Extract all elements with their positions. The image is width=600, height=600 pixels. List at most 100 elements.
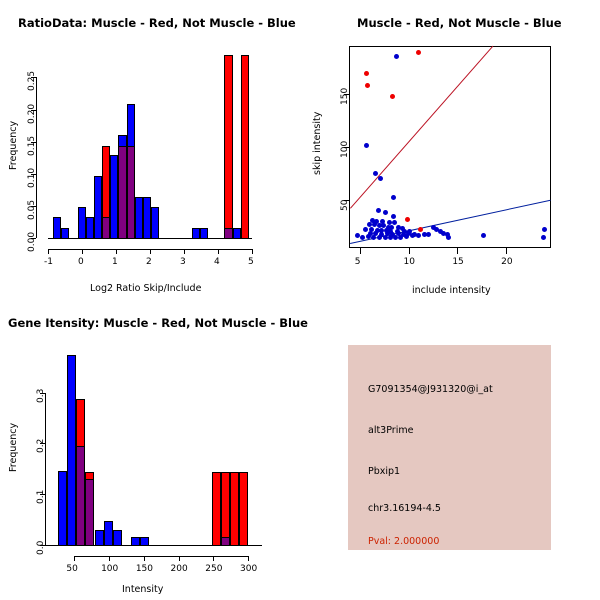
histogram-bar [134, 196, 143, 239]
scatter-point [411, 231, 417, 237]
gene-y-tick [40, 545, 45, 546]
scatter-point [367, 230, 373, 236]
gene-x-tick-label: 250 [205, 564, 223, 574]
intensity-scatter-panel: Muscle - Red, Not Muscle - Blue skip int… [300, 0, 600, 300]
ratio-x-tick [150, 249, 151, 254]
ratio-histogram-ylabel: Frequency [8, 120, 19, 170]
ratio-x-tick [82, 249, 83, 254]
histogram-bar [199, 228, 209, 239]
histogram-bar [53, 217, 62, 239]
scatter-point [394, 53, 400, 59]
histogram-bar [77, 207, 86, 239]
scatter-point [406, 230, 412, 236]
gene-intensity-panel: Gene Itensity: Muscle - Red, Not Muscle … [0, 300, 308, 600]
ratio-y-tick [31, 109, 36, 111]
scatter-point [390, 231, 396, 237]
scatter-point [383, 227, 389, 233]
gene-x-tick-label: 100 [101, 564, 119, 574]
ratio-x-tick-label: 2 [146, 257, 152, 267]
gene-x-tick [178, 556, 180, 561]
scatter-point [446, 235, 452, 241]
scatter-y-tick-label: 150 [340, 88, 350, 106]
scatter-point [373, 219, 379, 225]
histogram-bar-overlap [126, 146, 135, 239]
intensity-scatter-ylabel: skip intensity [312, 111, 323, 175]
histogram-bar [220, 472, 230, 546]
ratio-x-tick-label: -1 [44, 257, 53, 267]
ratio-histogram-panel: RatioData: Muscle - Red, Not Muscle - Bl… [0, 0, 300, 300]
ratio-x-tick-label: 1 [112, 257, 118, 267]
scatter-y-tick [344, 199, 350, 201]
gene-y-tick [40, 392, 45, 394]
scatter-y-tick [344, 94, 350, 96]
scatter-point [366, 233, 372, 239]
scatter-point [360, 235, 366, 241]
scatter-point [378, 227, 384, 233]
ratio-y-tick-label: 0.20 [27, 103, 37, 124]
histogram-bar [224, 55, 233, 239]
scatter-point [405, 217, 411, 223]
scatter-point [390, 93, 396, 99]
scatter-point [377, 176, 383, 182]
scatter-point [401, 231, 407, 237]
ratio-y-tick-label: 0.10 [27, 167, 37, 188]
scatter-point [367, 222, 372, 228]
scatter-point [364, 70, 370, 76]
scatter-point [540, 235, 546, 241]
gene-x-tick-label: 200 [170, 564, 188, 574]
scatter-point [388, 235, 394, 241]
ratio-x-tick [218, 249, 219, 254]
scatter-point [386, 220, 392, 226]
ratio-y-axis-spine [36, 77, 37, 238]
ratio-y-tick [31, 77, 36, 79]
scatter-point [415, 49, 421, 55]
scatter-point [355, 232, 361, 238]
ratio-histogram-xlabel: Log2 Ratio Skip/Include [90, 283, 202, 294]
gene-y-tick-label: 0.1 [36, 489, 46, 505]
scatter-x-tick-label: 15 [452, 257, 464, 267]
scatter-point [368, 226, 374, 232]
ratio-y-tick [31, 141, 36, 143]
ratio-x-tick-label: 5 [248, 257, 254, 267]
scatter-point [431, 224, 437, 230]
histogram-bar [151, 207, 160, 239]
histogram-bar [67, 354, 77, 546]
ratio-x-tick [252, 249, 253, 254]
scatter-point [402, 228, 408, 234]
ratio-x-tick [184, 249, 185, 254]
gene-x-tick [248, 556, 249, 561]
ratio-y-tick-label: 0.25 [27, 71, 37, 92]
scatter-point [375, 207, 381, 213]
ratio-y-tick [31, 173, 36, 175]
scatter-point [382, 235, 388, 241]
scatter-point [445, 231, 451, 237]
scatter-x-tick-label: 5 [354, 257, 361, 267]
scatter-point [387, 228, 393, 234]
intensity-scatter-title: Muscle - Red, Not Muscle - Blue [357, 16, 562, 30]
scatter-point [393, 235, 399, 241]
gene-x-tick [143, 556, 145, 561]
scatter-point [398, 235, 404, 241]
histogram-bar [229, 472, 239, 546]
scatter-point [391, 213, 397, 219]
scatter-point [374, 227, 380, 233]
gene-baseline [45, 545, 262, 546]
gene-x-tick [74, 556, 76, 561]
gene-x-axis-spine [74, 556, 248, 557]
scatter-point [364, 143, 370, 149]
info-pvalue: Pval: 2.000000 [368, 536, 440, 547]
scatter-point [369, 218, 375, 224]
info-splice-type: alt3Prime [368, 425, 414, 436]
ratio-histogram-title: RatioData: Muscle - Red, Not Muscle - Bl… [18, 16, 296, 30]
gene-y-tick [40, 494, 45, 496]
scatter-point [376, 235, 382, 241]
ratio-x-tick [48, 249, 49, 254]
histogram-bar [139, 537, 149, 546]
gene-y-tick [40, 443, 45, 445]
histogram-bar-overlap [85, 479, 95, 546]
scatter-point [379, 219, 385, 225]
histogram-bar-overlap [220, 537, 230, 546]
scatter-point [396, 224, 402, 230]
scatter-point [384, 230, 390, 236]
scatter-point [404, 233, 410, 239]
